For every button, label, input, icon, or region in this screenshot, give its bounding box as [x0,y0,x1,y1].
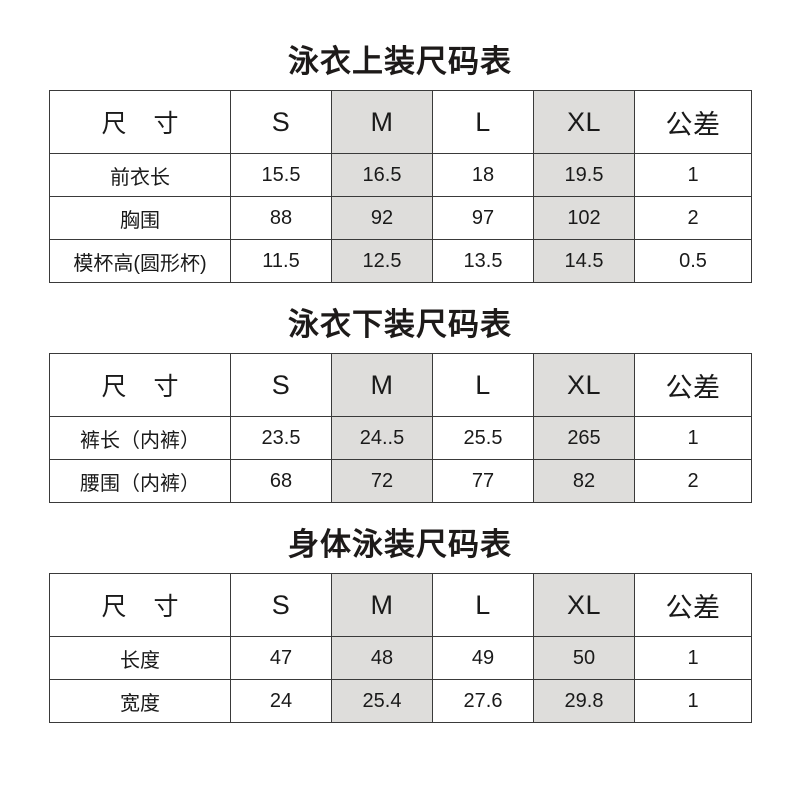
table-row: 腰围（内裤） 68 72 77 82 2 [49,459,752,503]
column-header-s: S [230,90,332,154]
section-swimwear-top: 泳衣上装尺码表 尺 寸 S M L XL 公差 [0,46,800,283]
column-header-xl: XL [533,353,635,417]
column-header-m: M [331,353,433,417]
row-label: 模杯高(圆形杯) [49,239,231,283]
table-wrap-3: 尺 寸 S M L XL 公差 长度 47 48 49 50 [49,573,752,723]
size-table-2: 尺 寸 S M L XL 公差 裤长（内裤） 23.5 24..5 25.5 2 [49,353,752,503]
cell-s: 23.5 [230,416,332,460]
cell-m: 25.4 [331,679,433,723]
section-body-swimsuit: 身体泳装尺码表 尺 寸 S M L XL 公差 [0,529,800,723]
cell-l: 97 [432,196,534,240]
cell-l: 13.5 [432,239,534,283]
cell-s: 11.5 [230,239,332,283]
column-header-size: 尺 寸 [49,573,231,637]
row-label: 胸围 [49,196,231,240]
cell-tolerance: 1 [634,636,752,680]
cell-xl: 29.8 [533,679,635,723]
cell-tolerance: 1 [634,416,752,460]
cell-s: 24 [230,679,332,723]
table-body-3: 长度 47 48 49 50 1 宽度 24 25.4 27.6 29.8 1 [49,636,752,723]
cell-l: 27.6 [432,679,534,723]
header-row: 尺 寸 S M L XL 公差 [49,573,752,637]
cell-m: 72 [331,459,433,503]
column-header-s: S [230,573,332,637]
table-row: 长度 47 48 49 50 1 [49,636,752,680]
row-label: 前衣长 [49,153,231,197]
cell-xl: 14.5 [533,239,635,283]
cell-m: 92 [331,196,433,240]
table-head-2: 尺 寸 S M L XL 公差 [49,353,752,417]
table-wrap-1: 尺 寸 S M L XL 公差 前衣长 15.5 16.5 18 19.5 [49,90,752,283]
column-header-xl: XL [533,90,635,154]
size-table-3: 尺 寸 S M L XL 公差 长度 47 48 49 50 [49,573,752,723]
cell-l: 77 [432,459,534,503]
column-header-tolerance: 公差 [634,90,752,154]
column-header-l: L [432,90,534,154]
column-header-m: M [331,90,433,154]
cell-s: 88 [230,196,332,240]
cell-m: 16.5 [331,153,433,197]
cell-m: 48 [331,636,433,680]
header-row: 尺 寸 S M L XL 公差 [49,90,752,154]
cell-xl: 50 [533,636,635,680]
table-wrap-2: 尺 寸 S M L XL 公差 裤长（内裤） 23.5 24..5 25.5 2 [49,353,752,503]
cell-xl: 102 [533,196,635,240]
cell-s: 68 [230,459,332,503]
table-head-1: 尺 寸 S M L XL 公差 [49,90,752,154]
cell-tolerance: 0.5 [634,239,752,283]
column-header-size: 尺 寸 [49,353,231,417]
column-header-l: L [432,573,534,637]
cell-s: 47 [230,636,332,680]
section-title-1: 泳衣上装尺码表 [288,44,512,79]
column-header-size: 尺 寸 [49,90,231,154]
section-title-2: 泳衣下装尺码表 [288,307,512,342]
table-head-3: 尺 寸 S M L XL 公差 [49,573,752,637]
cell-l: 18 [432,153,534,197]
table-row: 胸围 88 92 97 102 2 [49,196,752,240]
cell-tolerance: 2 [634,459,752,503]
row-label: 腰围（内裤） [49,459,231,503]
cell-xl: 265 [533,416,635,460]
cell-m: 24..5 [331,416,433,460]
cell-l: 25.5 [432,416,534,460]
cell-xl: 19.5 [533,153,635,197]
cell-s: 15.5 [230,153,332,197]
table-body-1: 前衣长 15.5 16.5 18 19.5 1 胸围 88 92 97 102 … [49,153,752,283]
column-header-m: M [331,573,433,637]
size-table-1: 尺 寸 S M L XL 公差 前衣长 15.5 16.5 18 19.5 [49,90,752,283]
row-label: 长度 [49,636,231,680]
column-header-l: L [432,353,534,417]
table-row: 前衣长 15.5 16.5 18 19.5 1 [49,153,752,197]
cell-tolerance: 2 [634,196,752,240]
cell-m: 12.5 [331,239,433,283]
section-swimwear-bottom: 泳衣下装尺码表 尺 寸 S M L XL 公差 [0,309,800,503]
table-row: 裤长（内裤） 23.5 24..5 25.5 265 1 [49,416,752,460]
column-header-xl: XL [533,573,635,637]
cell-xl: 82 [533,459,635,503]
section-title-3: 身体泳装尺码表 [288,527,512,562]
cell-tolerance: 1 [634,153,752,197]
row-label: 宽度 [49,679,231,723]
cell-l: 49 [432,636,534,680]
table-body-2: 裤长（内裤） 23.5 24..5 25.5 265 1 腰围（内裤） 68 7… [49,416,752,503]
table-row: 宽度 24 25.4 27.6 29.8 1 [49,679,752,723]
row-label: 裤长（内裤） [49,416,231,460]
table-row: 模杯高(圆形杯) 11.5 12.5 13.5 14.5 0.5 [49,239,752,283]
column-header-tolerance: 公差 [634,353,752,417]
cell-tolerance: 1 [634,679,752,723]
header-row: 尺 寸 S M L XL 公差 [49,353,752,417]
column-header-tolerance: 公差 [634,573,752,637]
column-header-s: S [230,353,332,417]
